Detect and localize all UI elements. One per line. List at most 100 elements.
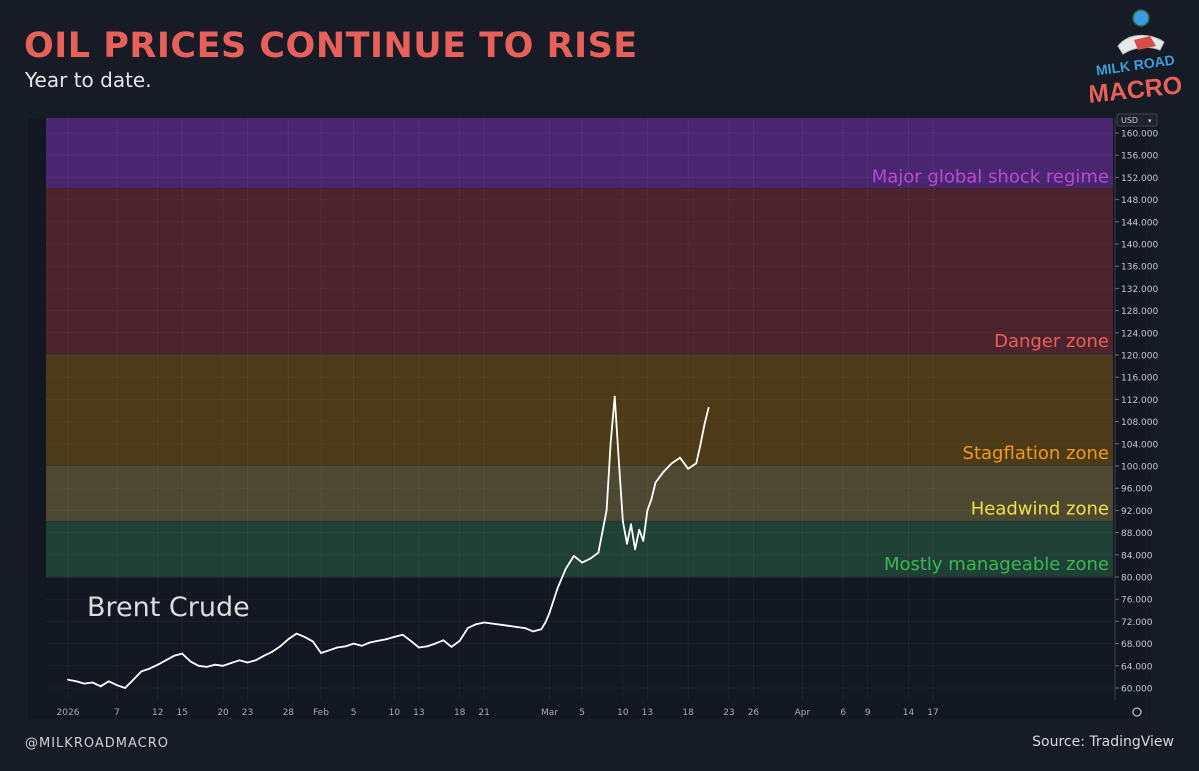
zone-label-3: Headwind zone [971, 499, 1109, 520]
x-tick-label: Feb [313, 708, 329, 718]
page-subtitle: Year to date. [25, 68, 152, 92]
data-point [83, 682, 86, 685]
x-tick-label: 12 [152, 708, 163, 718]
data-point [222, 664, 224, 667]
data-point [189, 660, 192, 663]
data-point [524, 627, 526, 629]
y-tick-label: 156.000 [1121, 152, 1158, 162]
currency-selector[interactable] [1116, 113, 1158, 127]
data-point [262, 654, 265, 657]
y-tick-label: 120.000 [1121, 352, 1158, 362]
footer-handle: @MILKROADMACRO [25, 736, 169, 751]
data-point [156, 663, 159, 666]
x-tick-label: 23 [723, 708, 734, 718]
milk-road-macro-logo: MILK ROAD MACRO [1090, 9, 1182, 109]
data-point [687, 467, 690, 470]
data-point [393, 636, 396, 638]
data-point [426, 645, 428, 648]
y-tick-label: 148.000 [1121, 196, 1158, 206]
data-point [173, 654, 175, 657]
data-point [344, 645, 347, 648]
y-tick-label: 76.000 [1121, 596, 1153, 606]
data-point [695, 462, 698, 465]
x-tick-label: 10 [389, 708, 401, 718]
data-point [238, 659, 241, 662]
x-tick-label: 20 [217, 708, 229, 718]
data-point [581, 561, 583, 564]
data-point [556, 587, 559, 589]
zone-label-4: Mostly manageable zone [884, 554, 1109, 575]
data-point [328, 649, 331, 652]
y-tick-label: 132.000 [1121, 285, 1158, 295]
x-tick-label: 7 [114, 708, 120, 718]
chevron-down-icon: ▾ [1148, 117, 1152, 125]
x-tick-label: 14 [903, 708, 915, 718]
data-point [336, 646, 339, 649]
data-point [613, 395, 616, 398]
y-tick-label: 128.000 [1121, 307, 1158, 317]
y-tick-label: 64.000 [1121, 662, 1153, 672]
data-point [320, 652, 322, 654]
data-point [107, 680, 110, 683]
y-tick-label: 88.000 [1121, 529, 1153, 539]
data-point [434, 642, 437, 645]
data-point [385, 638, 388, 641]
globe-icon [1132, 9, 1150, 27]
data-point [450, 646, 453, 648]
data-point [197, 664, 200, 667]
x-tick-label: 21 [478, 708, 489, 718]
data-point [279, 645, 282, 648]
zone-band-3 [46, 466, 1113, 522]
settings-gear-icon[interactable] [1132, 707, 1142, 717]
data-point [254, 659, 257, 662]
y-tick-label: 60.000 [1121, 685, 1153, 695]
data-point [75, 680, 78, 683]
data-point [409, 639, 412, 642]
series-label: Brent Crude [87, 592, 250, 623]
x-tick-label: 28 [283, 708, 295, 718]
footer-source: Source: TradingView [1032, 734, 1174, 750]
data-point [540, 628, 543, 631]
zone-label-1: Danger zone [994, 331, 1109, 352]
data-point [67, 678, 69, 681]
x-tick-label: 18 [454, 708, 466, 718]
y-tick-label: 100.000 [1121, 463, 1158, 473]
data-point [91, 681, 94, 684]
x-tick-label: Mar [541, 708, 558, 718]
x-tick-label: 13 [413, 708, 424, 718]
data-point [662, 470, 665, 473]
data-point [466, 627, 469, 629]
data-point [507, 624, 510, 627]
y-tick-label: 80.000 [1121, 574, 1153, 584]
data-point [475, 623, 477, 626]
x-tick-label: 13 [642, 708, 653, 718]
data-point [442, 639, 445, 642]
y-tick-label: 92.000 [1121, 507, 1153, 517]
zone-band-2 [46, 355, 1113, 466]
data-point [417, 646, 420, 649]
data-point [646, 509, 649, 512]
data-point [638, 528, 641, 531]
zone-band-4 [46, 521, 1113, 577]
data-point [99, 685, 102, 688]
data-point [634, 548, 637, 551]
data-point [360, 644, 363, 647]
data-point [303, 636, 306, 638]
data-point [532, 630, 535, 633]
data-point [699, 444, 702, 446]
data-point [483, 621, 486, 624]
data-point [401, 633, 404, 636]
data-point [703, 423, 706, 426]
data-point [352, 642, 355, 645]
data-point [132, 678, 135, 681]
y-tick-label: 144.000 [1121, 218, 1158, 228]
y-tick-label: 124.000 [1121, 329, 1158, 339]
y-tick-label: 96.000 [1121, 485, 1153, 495]
data-point [311, 640, 314, 643]
data-point [642, 540, 645, 542]
data-point [630, 523, 632, 526]
x-tick-label: 6 [840, 708, 846, 718]
zone-label-2: Stagflation zone [963, 443, 1109, 464]
y-tick-label: 116.000 [1121, 374, 1158, 384]
